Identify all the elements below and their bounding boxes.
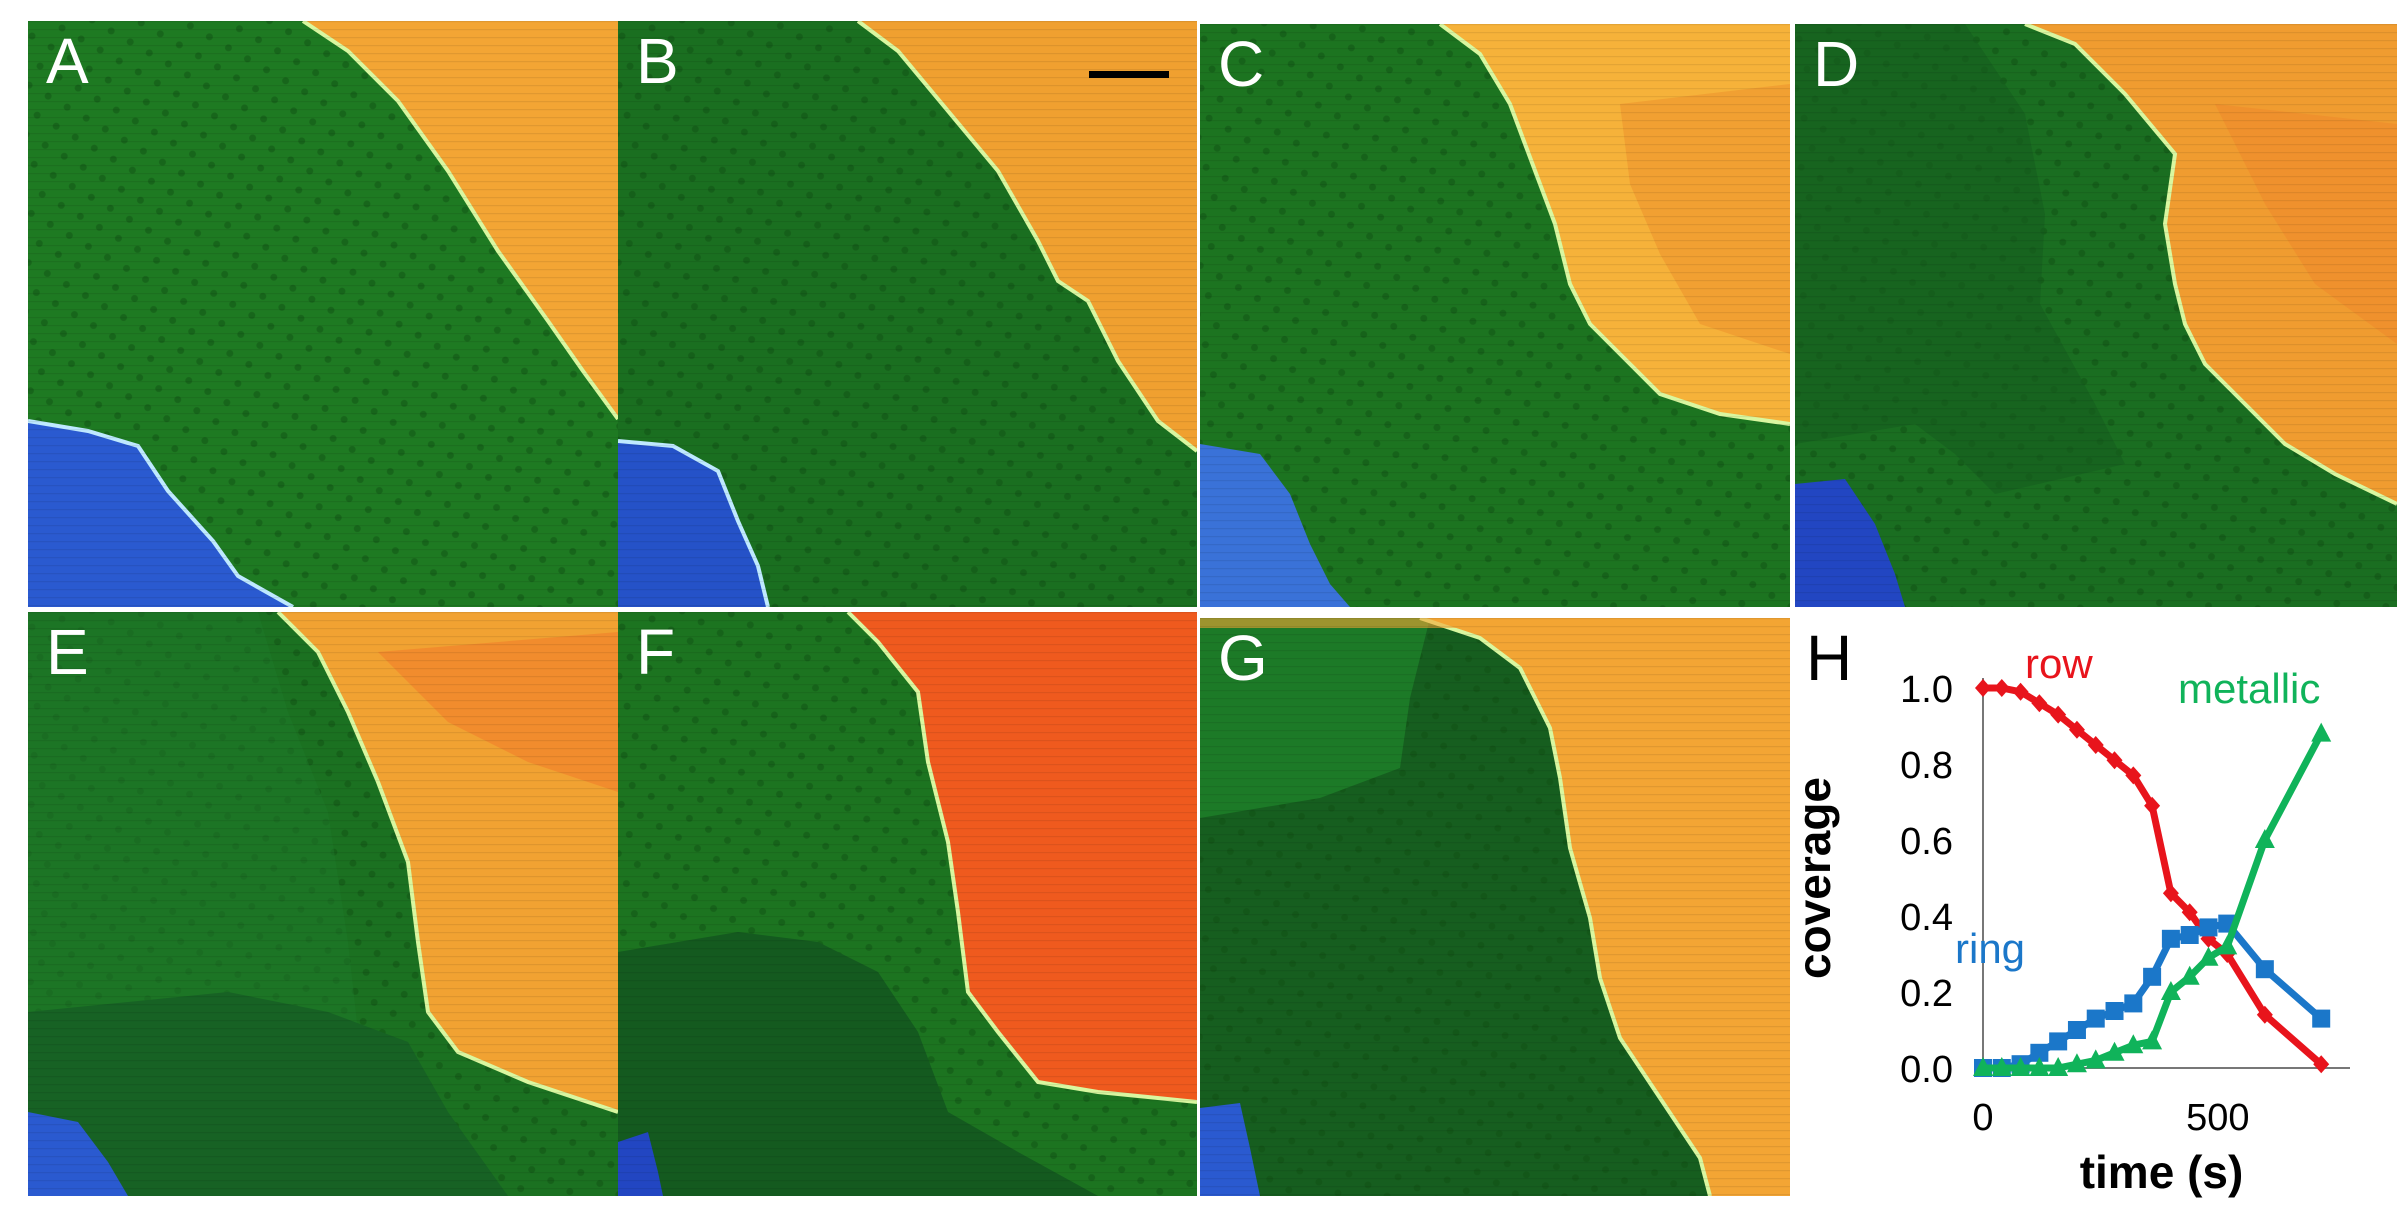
data-point-metallic — [2029, 1057, 2050, 1076]
data-point-row — [2125, 766, 2142, 785]
data-point-row — [2162, 884, 2179, 903]
series-label-metallic: metallic — [2178, 665, 2320, 712]
y-tick-label: 0.4 — [1900, 897, 1953, 939]
panel-label-g: G — [1218, 622, 1268, 694]
data-point-metallic — [2311, 722, 2332, 742]
data-point-ring — [2143, 967, 2162, 986]
data-point-row — [2144, 796, 2161, 815]
y-tick-label: 1.0 — [1900, 669, 1953, 711]
panel-label-f: F — [636, 616, 676, 688]
data-point-row — [2012, 682, 2029, 701]
data-point-ring — [2180, 926, 2199, 944]
stm-image-c — [1200, 24, 1790, 607]
data-point-metallic — [2010, 1057, 2031, 1076]
y-tick-label: 0.8 — [1900, 745, 1953, 787]
data-point-row — [2313, 1055, 2330, 1074]
data-point-row — [1975, 679, 1991, 697]
panel-label-a: A — [46, 25, 89, 97]
x-tick-label: 500 — [2186, 1097, 2249, 1139]
data-point-metallic — [2160, 981, 2181, 1000]
coverage-chart-svg: 0.0 0.2 0.4 0.6 0.8 1.0 0 500 time (s) coverage H r… — [1788, 622, 2350, 1198]
panel-label-e: E — [46, 616, 89, 688]
stm-panel-d: D — [1795, 24, 2397, 607]
data-point-row — [2181, 903, 2198, 922]
series-label-row: row — [2025, 640, 2093, 687]
y-tick-label: 0.2 — [1900, 973, 1953, 1015]
data-point-metallic — [1973, 1057, 1993, 1076]
data-point-metallic — [2179, 965, 2200, 985]
data-point-ring — [2067, 1021, 2086, 1039]
stm-panel-c: C — [1200, 24, 1790, 607]
data-point-ring — [2086, 1009, 2105, 1028]
data-point-ring — [2199, 918, 2218, 937]
y-tick-label: 0.0 — [1900, 1049, 1953, 1091]
x-tick-label: 0 — [1972, 1097, 1993, 1139]
data-point-ring — [2030, 1043, 2049, 1062]
data-point-row — [2106, 751, 2123, 770]
data-point-metallic — [2066, 1053, 2087, 1073]
data-point-metallic — [1991, 1057, 2012, 1076]
stm-panel-b: B — [618, 21, 1197, 607]
data-point-metallic — [2198, 946, 2219, 966]
data-point-metallic — [2085, 1049, 2106, 1069]
data-point-ring — [2049, 1032, 2068, 1051]
panel-label-b: B — [636, 25, 679, 97]
stm-panel-f: F — [618, 612, 1197, 1196]
series-line-row — [1983, 684, 2324, 1067]
data-point-metallic — [2104, 1041, 2125, 1061]
data-point-metallic — [2048, 1057, 2069, 1076]
stm-image-e — [28, 612, 618, 1196]
panel-label-d: D — [1813, 28, 1860, 100]
data-point-row — [2068, 720, 2085, 739]
stm-panel-e: E — [28, 612, 618, 1196]
stm-image-a — [28, 21, 618, 607]
series-line-ring — [1983, 920, 2324, 1072]
stm-panel-a: A — [28, 21, 618, 607]
data-point-row — [2087, 736, 2104, 754]
stm-image-b — [618, 21, 1197, 607]
data-point-row — [2256, 1005, 2273, 1024]
data-point-metallic — [2217, 935, 2238, 955]
y-tick-label: 0.6 — [1900, 821, 1953, 863]
data-point-ring — [2255, 960, 2274, 979]
stm-image-g — [1200, 618, 1790, 1196]
series-label-ring: ring — [1955, 925, 2025, 972]
data-point-row — [1993, 679, 2010, 697]
x-axis-label: time (s) — [2080, 1146, 2244, 1198]
data-point-metallic — [2142, 1030, 2163, 1050]
data-point-ring — [2105, 1002, 2124, 1020]
data-point-ring — [2161, 929, 2180, 948]
data-point-row — [2050, 705, 2067, 724]
y-axis-label: coverage — [1800, 777, 1840, 979]
data-point-metallic — [2123, 1034, 2144, 1054]
stm-image-f — [618, 612, 1197, 1196]
scale-bar — [1089, 71, 1169, 78]
panel-label-h: H — [1806, 622, 1852, 694]
stm-panel-g: G — [1200, 618, 1790, 1196]
data-point-row — [2031, 694, 2048, 713]
panel-label-c: C — [1218, 28, 1265, 100]
data-point-ring — [2312, 1009, 2331, 1028]
data-point-metallic — [2254, 829, 2275, 848]
series-line-metallic — [1983, 731, 2325, 1072]
data-point-ring — [2124, 994, 2143, 1013]
stm-image-d — [1795, 24, 2397, 607]
